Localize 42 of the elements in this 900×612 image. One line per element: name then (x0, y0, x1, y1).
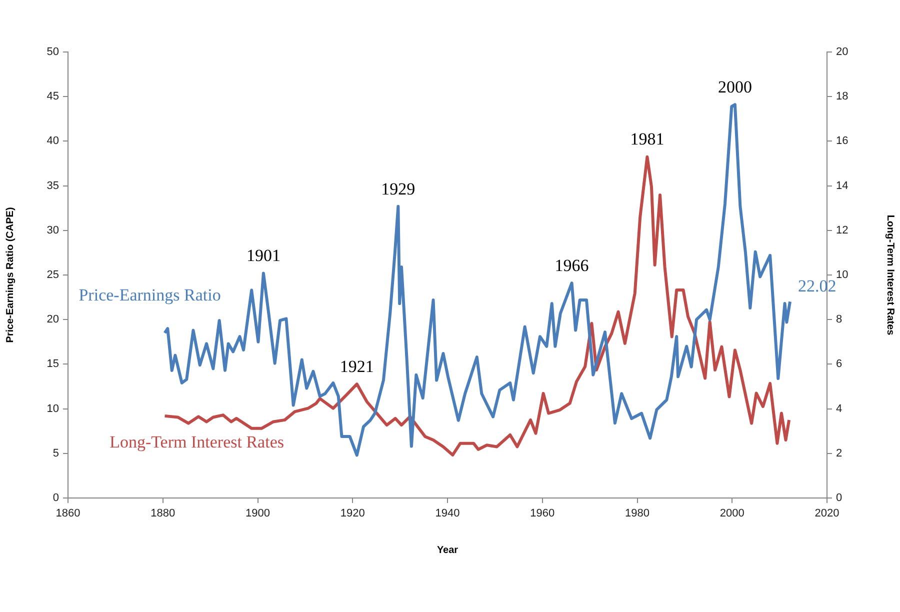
y-tick-label: 25 (46, 269, 59, 282)
x-tick-label: 1860 (56, 508, 80, 520)
y2-tick-label: 20 (836, 46, 848, 58)
x-tick-label: 1920 (340, 508, 365, 520)
annotation: 1981 (630, 129, 664, 148)
x-tick-label: 2000 (720, 508, 744, 520)
annotation: 1901 (246, 246, 280, 266)
y2-tick-label: 8 (836, 314, 842, 326)
x-tick-label: 2020 (814, 508, 840, 520)
y2-tick-label: 18 (836, 90, 848, 103)
y-tick-label: 50 (46, 46, 59, 58)
y2-tick-label: 4 (836, 402, 842, 415)
y-tick-label: 15 (46, 358, 59, 370)
y-tick-label: 40 (46, 135, 59, 148)
y-tick-label: 10 (46, 402, 59, 415)
x-tick-label: 1900 (246, 508, 270, 520)
y2-tick-label: 2 (836, 447, 842, 460)
series-label: Long-Term Interest Rates (110, 432, 284, 452)
x-tick-label: 1880 (150, 508, 176, 520)
x-tick-label: 1980 (625, 508, 650, 520)
y2-tick-label: 16 (836, 135, 848, 148)
annotation: 1929 (381, 179, 416, 198)
x-tick-label: 1960 (530, 508, 555, 520)
y-tick-label: 35 (46, 180, 59, 192)
series-label: Price-Earnings Ratio (78, 285, 221, 304)
y-tick-label: 30 (46, 224, 59, 236)
y-tick-label: 5 (52, 447, 59, 460)
y-axis-title: Price-Earnings Ratio (CAPE) (4, 207, 16, 343)
y-tick-label: 0 (52, 492, 59, 504)
y2-tick-label: 10 (836, 269, 848, 282)
y2-axis-title: Long-Term Interest Rates (884, 214, 896, 336)
y-tick-label: 20 (46, 314, 59, 326)
y2-tick-label: 6 (836, 358, 842, 370)
annotation: 1921 (340, 356, 374, 376)
x-axis-title: Year (436, 544, 458, 556)
y2-tick-label: 0 (836, 492, 842, 504)
x-tick-label: 1940 (435, 508, 460, 520)
annotation: 2000 (718, 78, 752, 97)
y2-tick-label: 12 (836, 224, 848, 236)
annotation: 1966 (554, 256, 589, 275)
y-tick-label: 45 (46, 90, 59, 103)
y2-tick-label: 14 (836, 180, 848, 192)
